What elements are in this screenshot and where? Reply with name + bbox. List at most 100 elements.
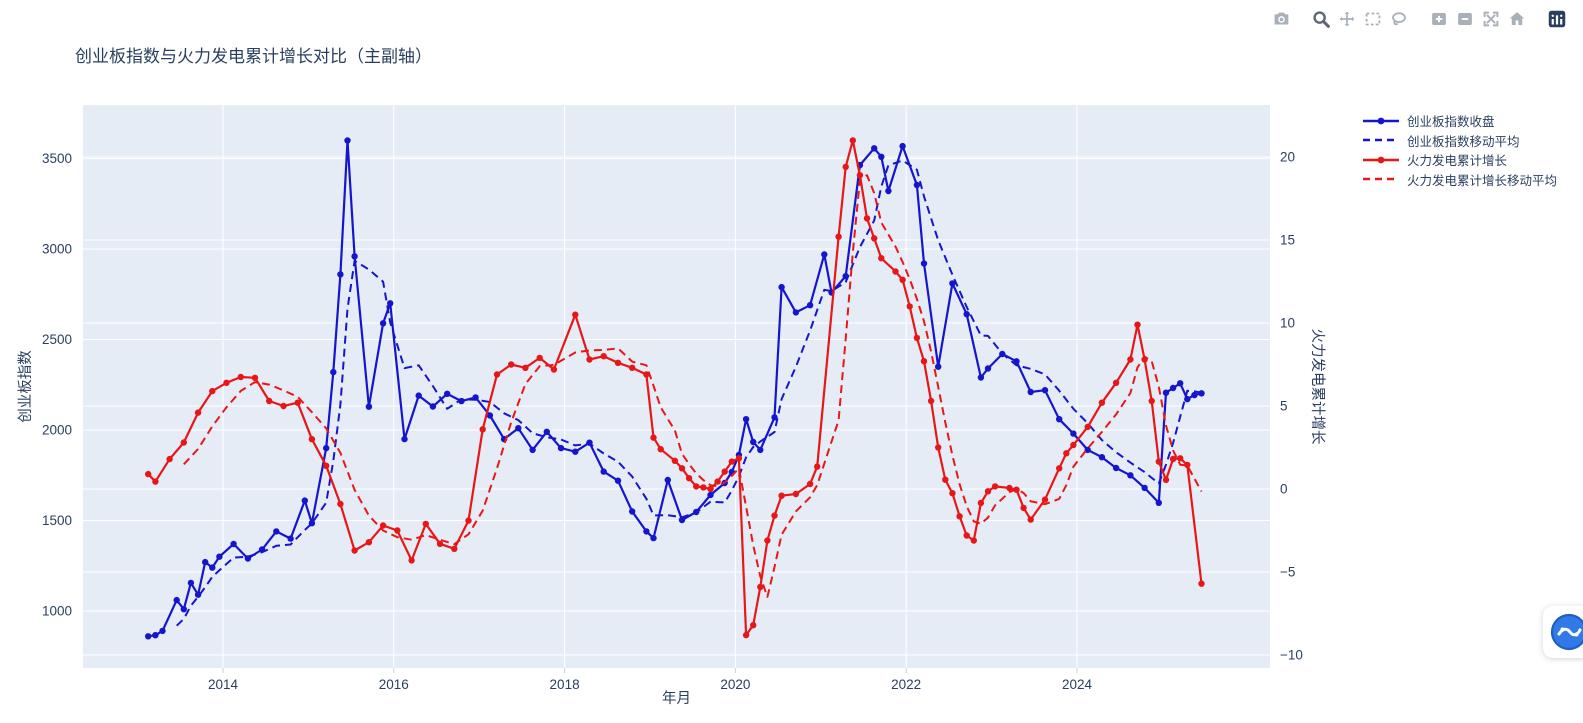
data-point <box>166 455 173 463</box>
data-point <box>863 215 871 222</box>
legend-item-1[interactable]: 创业板指数移动平均 <box>1362 131 1557 151</box>
camera-button[interactable] <box>1269 8 1293 30</box>
data-point <box>707 485 714 493</box>
camera-icon <box>1274 12 1289 25</box>
data-point <box>145 633 152 640</box>
zoom-icon <box>1313 11 1330 28</box>
pan-button[interactable] <box>1335 8 1359 30</box>
lasso-select-button[interactable] <box>1387 8 1411 30</box>
legend-sample-dashed-line-icon <box>1363 178 1399 181</box>
data-point <box>216 553 223 560</box>
data-point <box>764 537 771 544</box>
y-right-tick-label: 20 <box>1280 149 1295 164</box>
data-point <box>543 428 550 435</box>
data-point <box>771 512 778 519</box>
data-point <box>842 163 849 171</box>
data-point <box>742 416 750 423</box>
data-point <box>899 276 906 283</box>
x-tick-label: 2018 <box>550 677 580 692</box>
legend-sample-line-marker-icon <box>1363 156 1399 164</box>
data-point <box>493 371 501 378</box>
data-point <box>1169 455 1177 463</box>
y-right-tick-label: 15 <box>1280 232 1295 247</box>
legend-label: 创业板指数收盘 <box>1407 115 1495 130</box>
data-point <box>323 444 330 452</box>
assistant-widget-button[interactable] <box>1543 606 1583 658</box>
data-point <box>194 409 202 416</box>
data-point <box>1063 450 1070 457</box>
data-point <box>436 540 444 547</box>
modebar <box>1255 8 1569 30</box>
legend-item-2[interactable]: 火力发电累计增长 <box>1362 150 1557 170</box>
legend-item-3[interactable]: 火力发电累计增长移动平均 <box>1362 170 1557 190</box>
data-point <box>871 145 878 152</box>
data-point <box>920 358 928 365</box>
data-point <box>778 492 785 499</box>
data-point <box>814 463 821 470</box>
autoscale-button[interactable] <box>1479 8 1503 30</box>
data-point <box>280 402 287 410</box>
data-point <box>806 302 814 309</box>
data-point <box>323 462 330 469</box>
data-point <box>429 403 437 410</box>
data-point <box>1020 504 1027 512</box>
y-left-tick-label: 3000 <box>42 242 72 257</box>
data-point <box>835 233 842 240</box>
legend-sample-dashed-line-icon <box>1363 139 1399 142</box>
data-point <box>856 172 864 179</box>
data-point <box>650 434 657 441</box>
data-point <box>152 632 159 639</box>
data-point <box>700 484 707 491</box>
y-right-axis-title: 火力发电累计增长 <box>1309 329 1326 445</box>
zoom-out-button[interactable] <box>1453 8 1477 30</box>
data-point <box>529 446 536 454</box>
data-point <box>913 181 921 189</box>
data-point <box>1112 464 1120 472</box>
data-point <box>742 631 750 639</box>
data-point <box>735 455 743 462</box>
plot-area[interactable] <box>83 105 1270 668</box>
data-point <box>159 627 166 635</box>
data-point <box>792 309 800 316</box>
data-point <box>892 268 899 275</box>
y-left-tick-label: 1500 <box>42 513 72 528</box>
data-point <box>600 468 607 475</box>
x-tick-label: 2016 <box>379 677 409 692</box>
data-point <box>379 320 387 327</box>
data-point <box>757 446 764 454</box>
data-point <box>792 490 800 498</box>
data-point <box>408 557 415 564</box>
data-point <box>287 535 294 542</box>
lasso-select-icon <box>1392 12 1406 26</box>
data-point <box>451 545 458 552</box>
data-point <box>878 153 885 160</box>
data-point <box>1169 384 1177 392</box>
data-point <box>657 446 664 453</box>
data-point <box>771 414 778 421</box>
box-select-button[interactable] <box>1361 8 1385 30</box>
data-point <box>209 387 216 395</box>
modebar-group-0 <box>1269 8 1293 30</box>
data-point <box>899 142 906 150</box>
modebar-group-1 <box>1309 8 1411 30</box>
zoom-in-icon <box>1432 13 1446 25</box>
y-left-axis-title: 创业板指数 <box>16 350 34 423</box>
data-point <box>878 255 885 262</box>
data-point <box>757 583 764 591</box>
zoom-in-button[interactable] <box>1427 8 1451 30</box>
data-point <box>173 596 180 604</box>
data-point <box>1041 387 1049 394</box>
data-point <box>949 490 956 497</box>
data-point <box>572 448 579 455</box>
series-line-power-ma <box>183 174 1203 598</box>
legend-item-0[interactable]: 创业板指数收盘 <box>1362 111 1557 131</box>
data-point <box>991 483 999 490</box>
data-point <box>778 283 785 291</box>
zoom-button[interactable] <box>1309 8 1333 30</box>
autoscale-icon <box>1483 11 1499 27</box>
data-point <box>209 564 216 571</box>
reset-axes-button[interactable] <box>1505 8 1529 30</box>
data-point <box>1070 430 1077 437</box>
plotly-logo-button[interactable] <box>1545 8 1569 30</box>
